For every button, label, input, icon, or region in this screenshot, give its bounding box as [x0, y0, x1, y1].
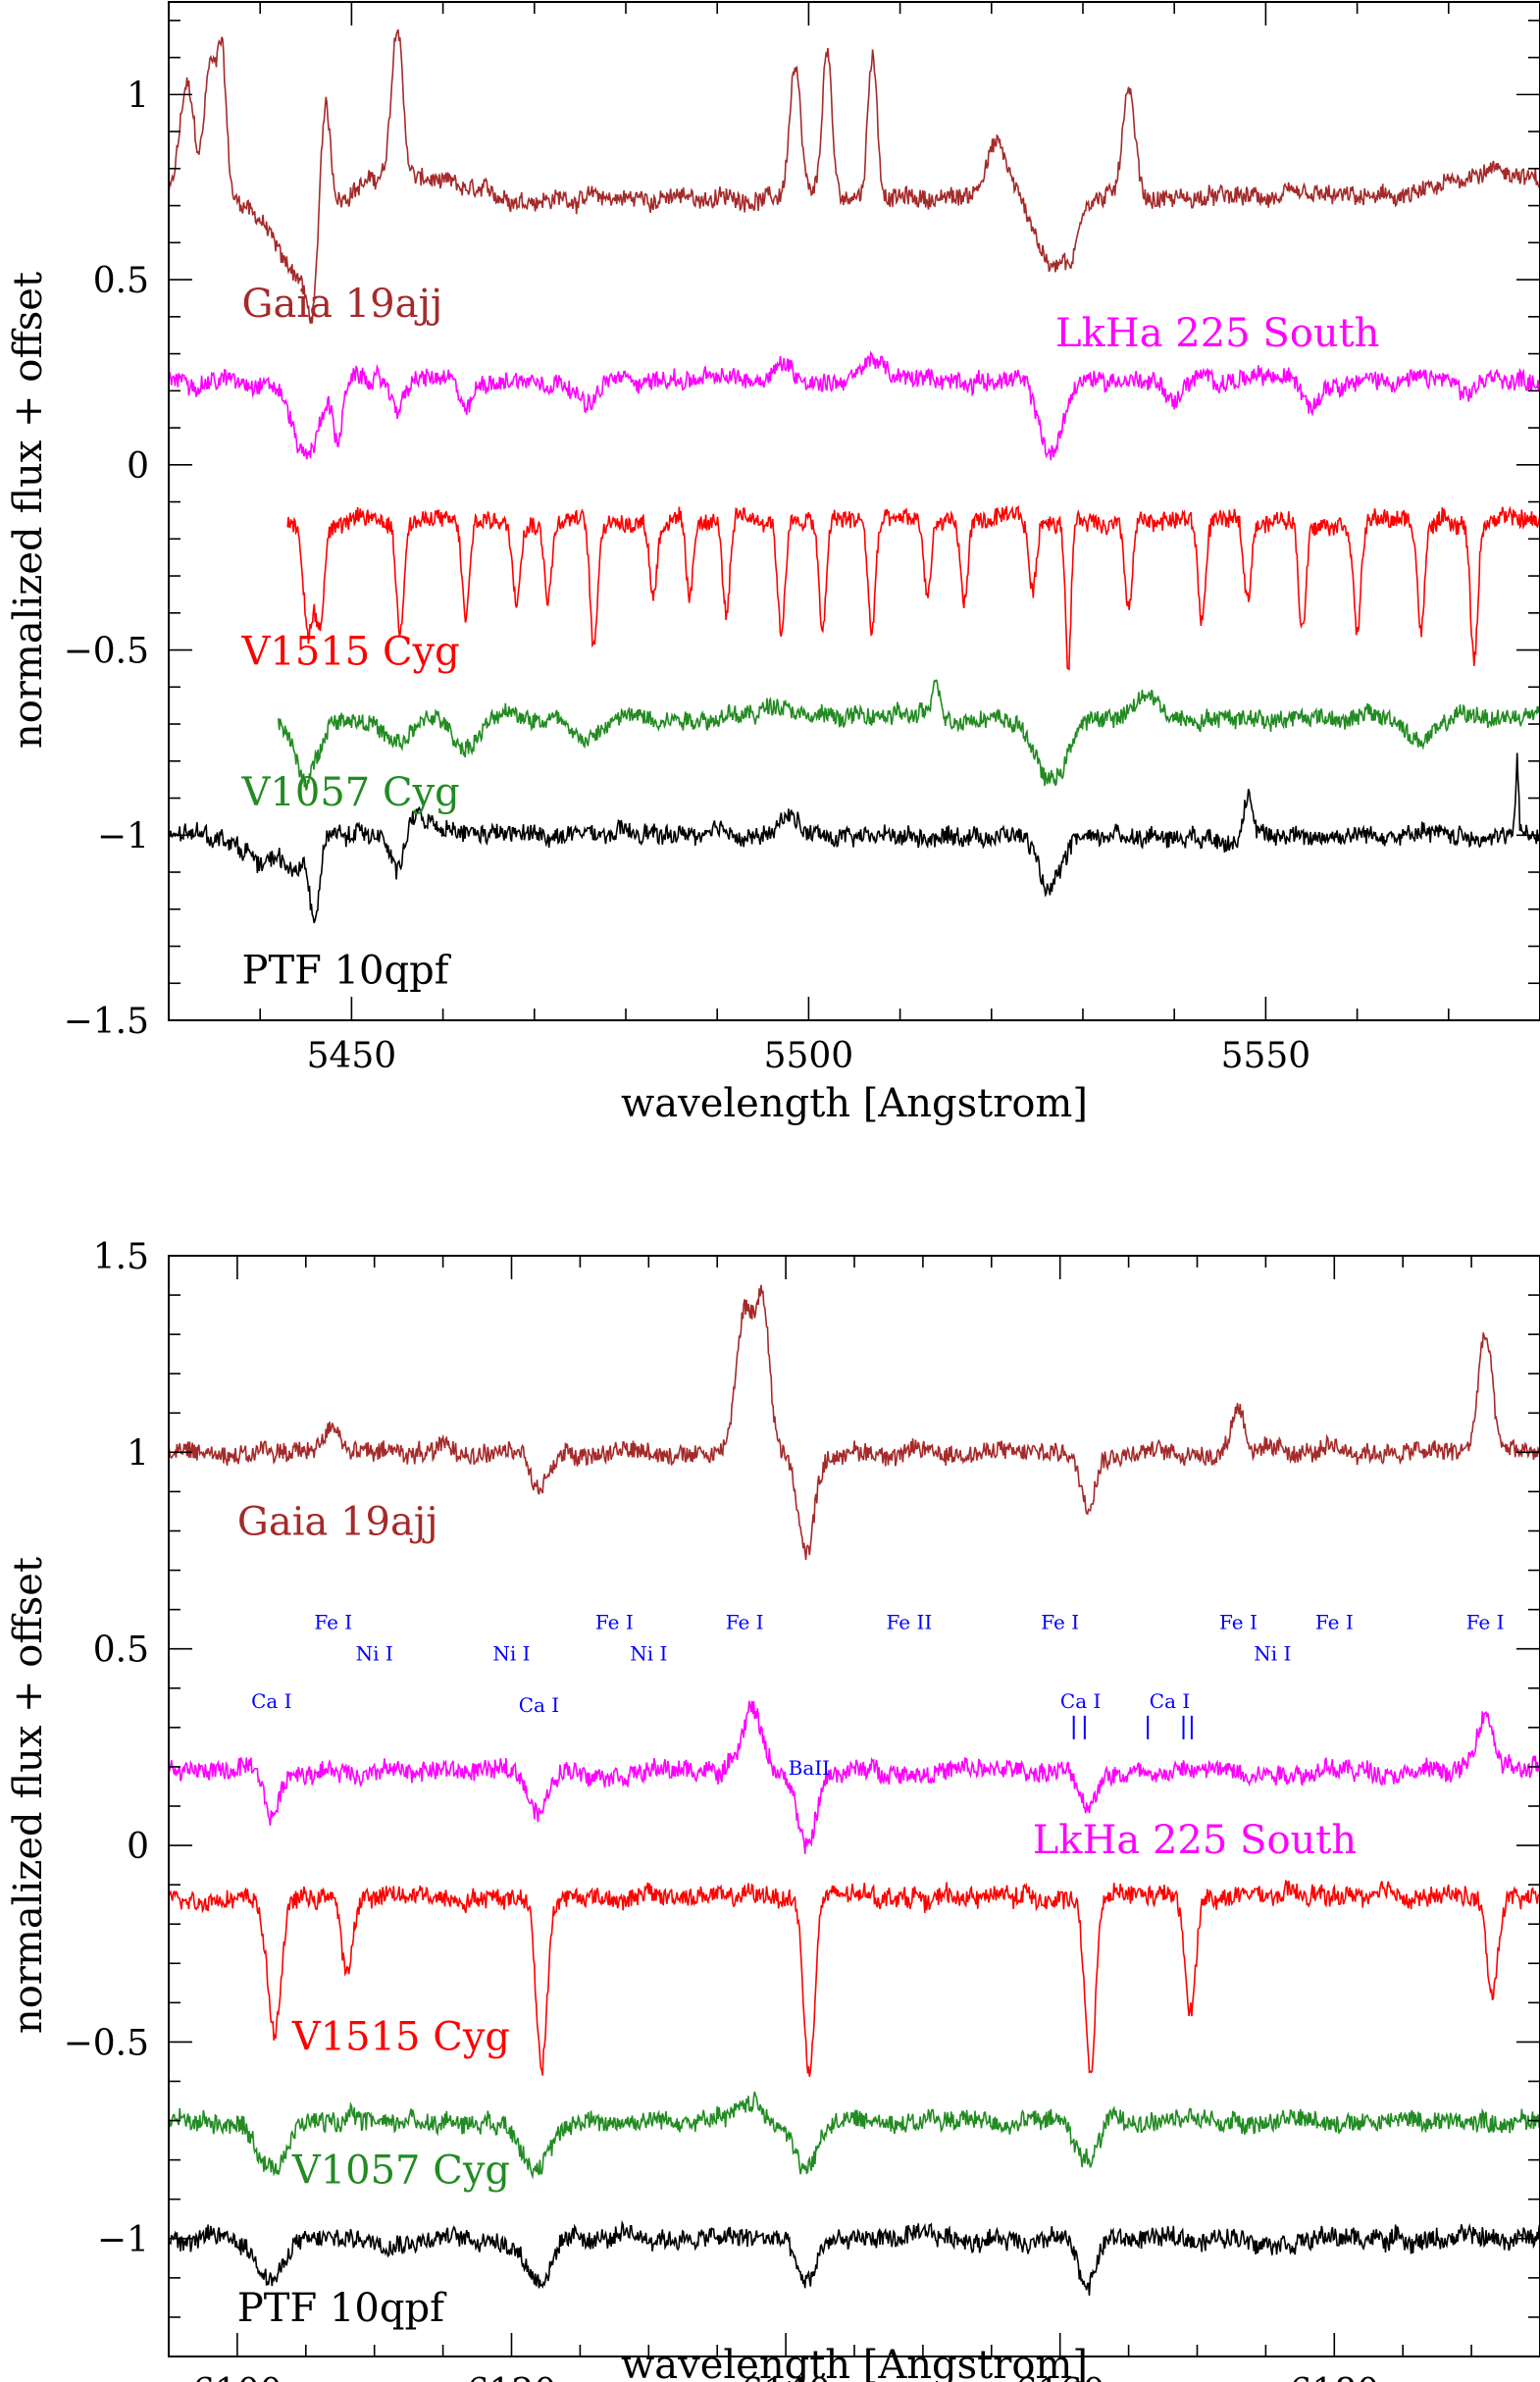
y-tick-label: −1 [97, 816, 149, 856]
x-axis-label: wavelength [Angstrom] [621, 2343, 1088, 2382]
series-line-v1057-cyg [278, 679, 1540, 791]
series-label-v1057-cyg: V1057 Cyg [291, 2149, 510, 2194]
line-id-label: Fe II [887, 1611, 933, 1634]
y-tick-label: 1 [127, 1433, 149, 1474]
line-id-label: Ni I [630, 1642, 667, 1666]
line-id-label: Fe I [1315, 1611, 1354, 1634]
y-tick-label: 1 [127, 76, 149, 116]
line-id-label: Ca I [1060, 1689, 1101, 1713]
line-id-label: Fe I [1041, 1611, 1079, 1634]
x-tick-label: 6160 [1015, 2372, 1105, 2382]
line-id-label: BaII [789, 1756, 830, 1780]
x-tick-label: 6100 [192, 2372, 282, 2382]
series-line-v1515-cyg [169, 1879, 1540, 2077]
series-label-ptf-10qpf: PTF 10qpf [237, 2286, 447, 2331]
line-id-label: Fe I [1219, 1611, 1258, 1634]
x-tick-label: 6120 [467, 2372, 557, 2382]
y-tick-label: 0.5 [93, 1631, 149, 1671]
x-tick-label: 5550 [1221, 1036, 1311, 1076]
series-line-gaia-19ajj [169, 28, 1540, 325]
x-tick-label: 6140 [741, 2372, 831, 2382]
top-spectrum-panel: Gaia 19ajj LkHa 225 South V1515 Cyg V1057 C… [6, 1, 1540, 1126]
line-id-label: Fe I [314, 1611, 352, 1634]
series-label-ptf-10qpf: PTF 10qpf [242, 948, 452, 993]
line-id-label: Ni I [356, 1642, 393, 1666]
series-label-v1515-cyg: V1515 Cyg [291, 2014, 510, 2059]
plot-area [169, 28, 1540, 924]
series-line-gaia-19ajj [169, 1284, 1540, 1561]
series-line-lkha-225-south [169, 1700, 1540, 1854]
y-tick-label: 0 [127, 1827, 149, 1867]
y-axis-label: normalized flux + offset [6, 272, 51, 749]
series-line-ptf-10qpf [169, 2219, 1540, 2296]
x-tick-label: 6180 [1289, 2372, 1379, 2382]
plot-area [169, 1284, 1540, 2296]
x-axis-label: wavelength [Angstrom] [621, 1081, 1088, 1126]
line-id-label: Ni I [492, 1642, 530, 1666]
line-id-label: Ca I [1150, 1689, 1190, 1713]
y-axis-label: normalized flux + offset [6, 1557, 51, 2034]
y-tick-label: 1.5 [93, 1237, 149, 1277]
line-id-label: Fe I [1466, 1611, 1505, 1634]
series-line-lkha-225-south [169, 350, 1540, 461]
line-id-label: Ca I [251, 1689, 291, 1713]
y-tick-label: −1.5 [64, 1002, 149, 1042]
series-label-v1515-cyg: V1515 Cyg [241, 630, 460, 675]
series-label-v1057-cyg: V1057 Cyg [241, 770, 460, 815]
y-tick-label: 0 [127, 446, 149, 487]
series-line-ptf-10qpf [169, 752, 1540, 924]
line-id-label: Ni I [1254, 1642, 1291, 1666]
y-tick-label: −0.5 [64, 632, 149, 672]
series-label-gaia-19ajj: Gaia 19ajj [242, 282, 443, 327]
plot-frame [168, 1, 1540, 1021]
x-tick-label: 5450 [307, 1036, 397, 1076]
line-id-label: Fe I [726, 1611, 764, 1634]
series-label-gaia-19ajj: Gaia 19ajj [237, 1500, 438, 1545]
y-tick-label: −0.5 [64, 2023, 149, 2063]
y-tick-label: −1 [97, 2220, 149, 2260]
series-line-v1057-cyg [169, 2092, 1540, 2180]
series-label-lkha-225-south: LkHa 225 South [1033, 1818, 1357, 1863]
x-tick-label: 5500 [764, 1036, 854, 1076]
series-label-lkha-225-south: LkHa 225 South [1055, 311, 1379, 356]
series-line-v1515-cyg [286, 504, 1540, 671]
line-id-label: Ca I [519, 1693, 559, 1717]
line-id-label: Fe I [595, 1611, 634, 1634]
bottom-spectrum-panel: Gaia 19ajj LkHa 225 South V1515 Cyg V1057 C… [6, 1237, 1540, 2382]
y-tick-label: 0.5 [93, 261, 149, 301]
